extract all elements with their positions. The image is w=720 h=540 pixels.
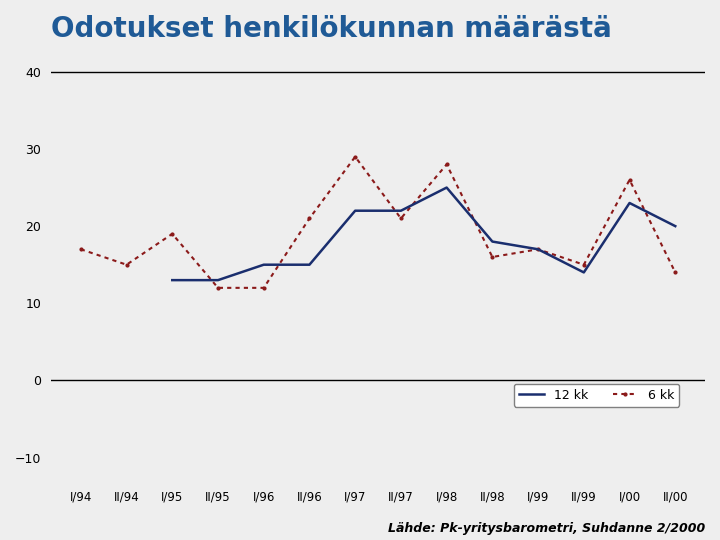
Text: Lähde: Pk-yritysbarometri, Suhdanne 2/2000: Lähde: Pk-yritysbarometri, Suhdanne 2/20… [388,522,706,535]
Legend: 12 kk, 6 kk: 12 kk, 6 kk [513,383,679,407]
Text: Odotukset henkilökunnan määrästä: Odotukset henkilökunnan määrästä [51,15,612,43]
